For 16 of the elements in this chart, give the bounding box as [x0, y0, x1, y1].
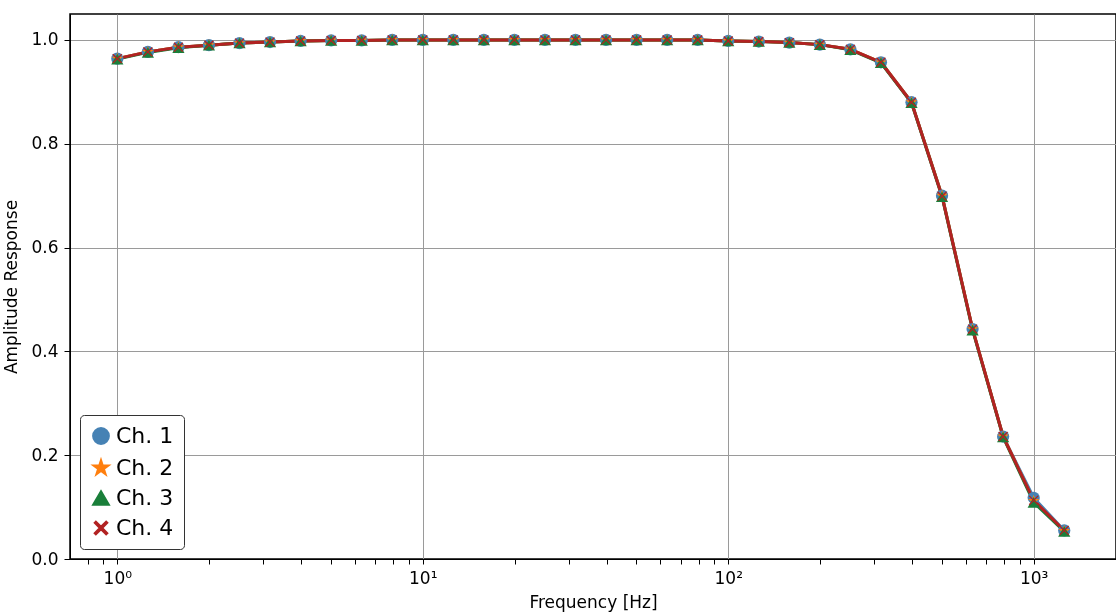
x-tick-label: 10² — [714, 567, 743, 588]
x-tick-label: 10⁰ — [103, 567, 133, 588]
y-axis-title: Amplitude Response — [1, 199, 22, 375]
legend-label: Ch. 2 — [116, 455, 174, 480]
x-tick-label: 10¹ — [409, 567, 438, 588]
y-tick-label: 0.8 — [31, 133, 59, 154]
legend-label: Ch. 1 — [116, 423, 174, 448]
y-tick-label: 0.4 — [31, 340, 59, 361]
x-tick-label: 10³ — [1019, 567, 1049, 588]
legend-label: Ch. 3 — [116, 485, 174, 510]
y-tick-label: 1.0 — [31, 29, 59, 50]
y-tick-label: 0.2 — [31, 444, 59, 465]
x-axis-title: Frequency [Hz] — [529, 591, 658, 612]
y-tick-label: 0.0 — [31, 548, 59, 569]
legend-label: Ch. 4 — [116, 515, 174, 540]
y-tick-label: 0.6 — [31, 237, 59, 258]
